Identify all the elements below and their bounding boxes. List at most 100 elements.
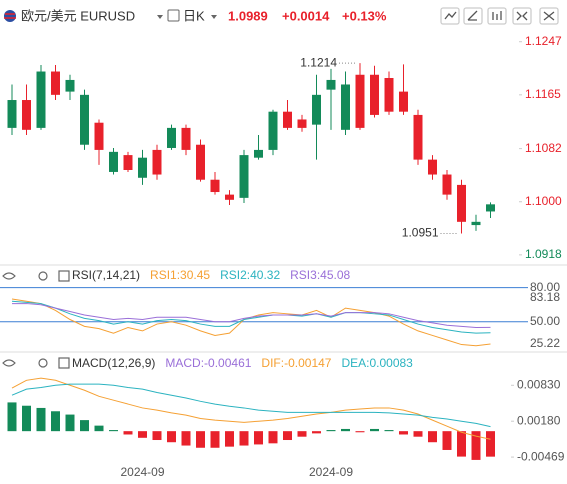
histogram-bar	[355, 431, 365, 433]
y-tick-label: 1.1000	[525, 194, 562, 208]
tool-button[interactable]	[487, 7, 507, 25]
histogram-bar	[167, 431, 176, 443]
extreme-label: 1.1214	[300, 55, 337, 69]
y-range-label: 25.22	[530, 336, 560, 350]
legend-entry: RSI3:45.08	[290, 268, 350, 282]
change-percent: +0.13%	[342, 8, 387, 23]
change: +0.0014	[282, 8, 330, 23]
candle-body	[239, 155, 249, 198]
candle-body	[22, 100, 31, 130]
calendar-icon	[167, 9, 180, 22]
candle-body	[138, 157, 147, 178]
candle-body	[36, 71, 46, 128]
candle-body	[254, 149, 263, 158]
y-tick-label: 1.0918	[525, 247, 562, 261]
candle-body	[123, 155, 133, 170]
candle-body	[181, 127, 191, 150]
rsi-panel-icons	[2, 270, 70, 282]
tool-button[interactable]	[463, 7, 483, 25]
candle-body	[457, 184, 466, 222]
candle-body	[167, 127, 176, 148]
candle-body	[51, 71, 60, 95]
gear-icon[interactable]	[38, 271, 48, 281]
histogram-bar	[51, 411, 60, 432]
histogram-bar	[225, 431, 234, 447]
candle-body	[428, 159, 437, 175]
histogram-bar	[471, 431, 481, 460]
candle-body	[341, 84, 350, 130]
histogram-bar	[326, 430, 336, 432]
macd-panel-icons	[2, 357, 70, 369]
histogram-bar	[239, 431, 249, 446]
candle-body	[326, 79, 336, 90]
series-line	[11, 383, 491, 428]
x-tick-label: 2024-09	[309, 465, 353, 479]
candle-body	[486, 204, 495, 212]
histogram-bar	[370, 428, 379, 432]
candle-body	[384, 78, 394, 112]
histogram-bar	[384, 430, 394, 432]
tool-button[interactable]	[440, 7, 460, 25]
eye-icon[interactable]	[2, 359, 16, 367]
series-line	[11, 377, 491, 440]
histogram-bar	[254, 431, 263, 445]
histogram-bar	[341, 428, 350, 432]
candle-body	[471, 221, 481, 226]
dropdown-arrow[interactable]	[211, 15, 217, 19]
symbol[interactable]: 欧元/美元 EURUSD	[21, 8, 135, 23]
box-icon[interactable]	[58, 270, 70, 282]
histogram-bar	[36, 407, 46, 432]
histogram-bar	[22, 405, 31, 432]
candle-body	[399, 91, 408, 112]
histogram-bar	[486, 431, 495, 457]
candle-body	[268, 111, 278, 150]
y-tick-label: 0.00830	[517, 377, 561, 391]
candle-body	[65, 79, 75, 92]
y-tick-label: 1.1082	[525, 141, 562, 155]
histogram-bar	[399, 431, 408, 435]
flag-icon	[4, 10, 16, 22]
compare-icon	[516, 11, 528, 21]
histogram-bar	[109, 430, 118, 432]
y-range-label: 83.18	[530, 290, 560, 304]
candle-body	[442, 174, 452, 195]
indicator-icon	[444, 11, 457, 20]
candle-body	[80, 94, 89, 145]
candle-body	[370, 74, 379, 115]
y-tick-label: 50.00	[530, 314, 560, 328]
candle-body	[297, 119, 307, 128]
gear-icon[interactable]	[38, 358, 48, 368]
histogram-bar	[413, 431, 423, 437]
indicator-title: RSI(7,14,21)	[72, 268, 140, 282]
box-icon[interactable]	[58, 357, 70, 369]
candle-body	[196, 144, 205, 180]
histogram-bar	[312, 431, 321, 434]
tool-button[interactable]	[512, 7, 532, 25]
toolbar	[440, 7, 559, 25]
histogram-bar	[181, 431, 191, 446]
period[interactable]: 日K	[183, 8, 205, 23]
eye-icon[interactable]	[2, 272, 16, 280]
candle-body	[225, 194, 234, 200]
candle-body	[109, 151, 118, 172]
x-tick-label: 2024-09	[120, 465, 164, 479]
candle-body	[283, 111, 292, 128]
histogram-bar	[196, 431, 205, 448]
histogram-bar	[94, 425, 104, 432]
series-line	[12, 303, 491, 328]
legend-entry: RSI2:40.32	[220, 268, 280, 282]
extreme-label: 1.0951	[402, 226, 439, 240]
tool-button[interactable]	[539, 7, 559, 25]
draw-icon	[467, 10, 478, 21]
dropdown-arrow[interactable]	[157, 15, 163, 19]
y-tick-label: 1.1247	[525, 34, 562, 48]
price: 1.0989	[228, 8, 268, 23]
y-tick-label: 1.1165	[525, 87, 561, 101]
histogram-bar	[123, 431, 133, 435]
settings-icon	[492, 11, 502, 20]
candle-body	[210, 179, 220, 193]
flag-stripes	[4, 13, 16, 19]
header: 欧元/美元 EURUSD 日K 1.0989 +0.0014 +0.13%	[4, 7, 559, 25]
legend-entry: DIF:-0.00147	[261, 356, 331, 370]
